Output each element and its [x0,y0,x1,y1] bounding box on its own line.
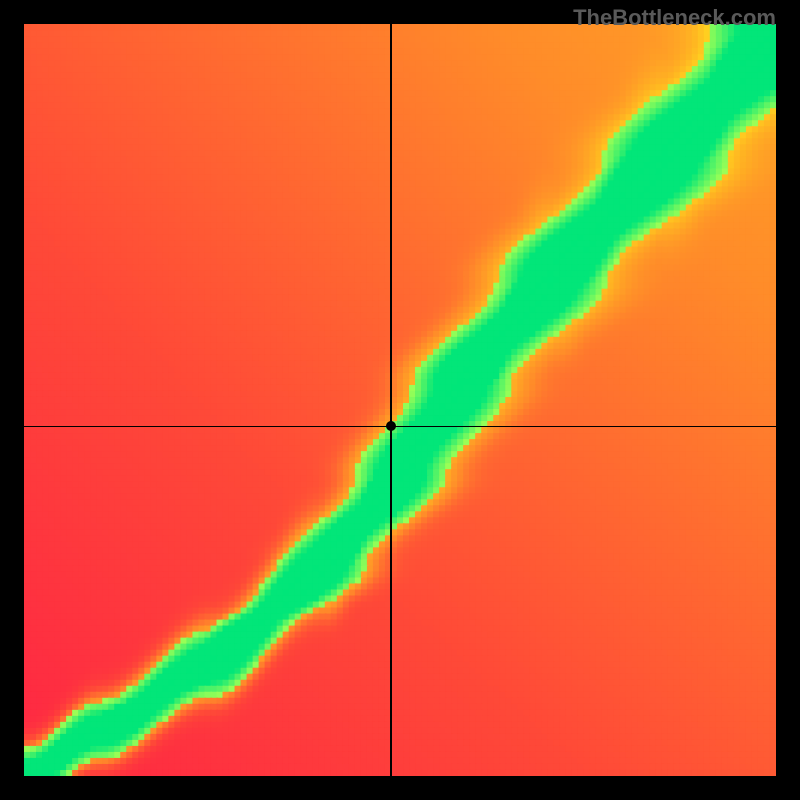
plot-area [24,24,776,776]
watermark-text: TheBottleneck.com [573,5,776,31]
heatmap-canvas [24,24,776,776]
crosshair-vertical [390,24,391,776]
crosshair-horizontal [24,426,776,427]
